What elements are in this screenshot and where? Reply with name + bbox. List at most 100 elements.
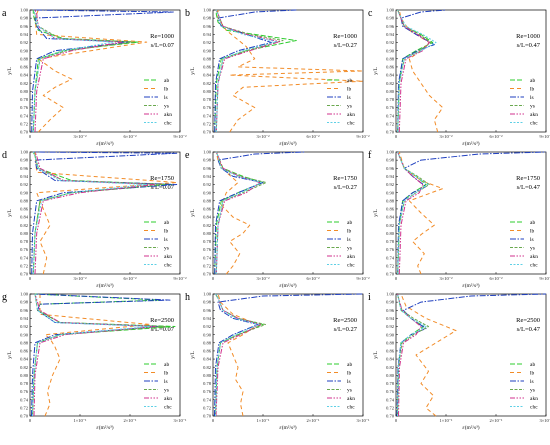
panel-d-y-tick-label: 0.88	[20, 198, 29, 203]
panel-a-y-tick-label: 0.80	[20, 89, 29, 94]
panel-f-series-akn	[397, 151, 424, 275]
panel-e-y-tick-label: 0.98	[203, 158, 212, 163]
panel-c-reynolds-label: Re=1000	[516, 33, 540, 40]
panel-f-y-tick-label: 0.74	[386, 255, 395, 260]
panel-i-y-tick-label: 0.84	[386, 357, 395, 362]
panel-d-series-ys	[32, 151, 164, 275]
panel-e-legend-label-ys: ys	[347, 246, 352, 252]
panel-b-legend-label-ys: ys	[347, 104, 352, 110]
panel-f-x-tick-label: 6×10⁻²	[489, 276, 503, 281]
panel-h-position-label: s/L=0.27	[334, 326, 358, 333]
panel-a-series-lb	[34, 9, 148, 133]
panel-g-y-tick-label: 0.90	[20, 332, 29, 337]
panel-b-y-tick-label: 0.86	[203, 65, 212, 70]
panel-h-x-tick-label: 1×10⁻¹	[256, 418, 270, 423]
panel-c-y-axis-label: y/L	[373, 67, 379, 75]
panel-c-series-ab	[397, 9, 434, 133]
panel-g-x-tick-label: 2×10⁻¹	[123, 418, 137, 423]
panel-d-y-tick-label: 0.78	[20, 239, 29, 244]
panel-f-y-tick-label: 0.98	[386, 158, 395, 163]
panel-g-y-tick-label: 0.84	[20, 357, 29, 362]
panel-h-y-tick-label: 0.94	[203, 316, 212, 321]
panel-b-y-tick-label: 0.94	[203, 32, 212, 37]
panel-i-x-tick-label: 3×10⁻¹	[539, 418, 550, 423]
panel-b-y-tick-label: 0.78	[203, 97, 212, 102]
panel-d-x-tick-label: 6×10⁻²	[123, 276, 137, 281]
panel-i-x-tick-label: 1×10⁻¹	[439, 418, 453, 423]
panel-f-legend-label-akn: akn	[530, 254, 538, 260]
panel-e-plot-frame	[212, 151, 364, 275]
panel-f-y-tick-label: 0.76	[386, 247, 395, 252]
panel-h-x-axis-label: ε(m²/s³)	[279, 424, 296, 431]
panel-c-y-tick-label: 0.88	[386, 56, 395, 61]
panel-i-legend-label-ls: ls	[530, 379, 534, 385]
panel-b-series-ys	[215, 9, 284, 133]
panel-c-y-tick-label: 0.84	[386, 73, 395, 78]
panel-i-y-tick-label: 0.98	[386, 300, 395, 305]
panel-c-x-tick-label: 6×10⁻²	[489, 134, 503, 139]
panel-i-y-tick-label: 0.80	[386, 373, 395, 378]
panel-b-x-tick-label: 0	[212, 134, 215, 139]
panel-e-series-ys	[215, 151, 267, 275]
panel-h-legend-label-ys: ys	[347, 388, 352, 394]
panel-f-label: f	[368, 150, 372, 161]
panel-e-x-tick-label: 9×10⁻²	[356, 276, 370, 281]
panel-f-legend-label-lb: lb	[530, 229, 535, 235]
panel-a-y-tick-label: 0.76	[20, 105, 29, 110]
panel-e-x-tick-label: 3×10⁻²	[256, 276, 270, 281]
panel-e-y-tick-label: 0.84	[203, 215, 212, 220]
panel-h-y-tick-label: 0.90	[203, 332, 212, 337]
panel-e-x-tick-label: 6×10⁻²	[306, 276, 320, 281]
panel-e-legend-label-akn: akn	[347, 254, 355, 260]
panel-c-y-tick-label: 1.00	[386, 8, 395, 13]
panel-h-series-ys	[215, 293, 266, 417]
panel-c-y-tick-label: 0.74	[386, 113, 395, 118]
panel-i-x-axis-label: ε(m²/s³)	[462, 424, 479, 431]
panel-c-series-ls	[397, 9, 447, 133]
panel-a-y-tick-label: 0.96	[20, 24, 29, 29]
panel-i-y-tick-label: 0.76	[386, 389, 395, 394]
panel-f-x-axis-label: ε(m²/s³)	[462, 282, 479, 289]
panel-i-series-lb	[400, 293, 457, 417]
panel-a-y-tick-label: 0.92	[20, 40, 28, 45]
panel-h-y-tick-label: 0.72	[203, 405, 211, 410]
panel-d-y-tick-label: 0.74	[20, 255, 29, 260]
panel-e-series-lb	[215, 151, 251, 275]
panel-e-y-tick-label: 0.94	[203, 174, 212, 179]
panel-a-x-tick-label: 9×10⁻²	[173, 134, 187, 139]
panel-h-y-tick-label: 1.00	[203, 292, 212, 297]
panel-h-legend-label-ls: ls	[347, 379, 351, 385]
panel-c-series-ys	[397, 9, 432, 133]
panel-a-y-tick-label: 0.72	[20, 121, 28, 126]
panel-a-x-tick-label: 0	[29, 134, 32, 139]
panel-g-legend-label-ab: ab	[164, 362, 169, 368]
panel-h-plot-frame	[212, 293, 364, 417]
panel-f-y-tick-label: 0.82	[386, 223, 394, 228]
panel-f-y-tick-label: 0.80	[386, 231, 395, 236]
panel-f-y-tick-label: 0.90	[386, 190, 395, 195]
panel-f-legend-label-ys: ys	[530, 246, 535, 252]
panel-e-y-tick-label: 0.78	[203, 239, 212, 244]
panel-e-y-tick-label: 0.92	[203, 182, 211, 187]
panel-g-position-label: s/L=0.07	[151, 326, 175, 333]
panel-c-plot-frame	[395, 9, 547, 133]
panel-d-legend-label-lb: lb	[164, 229, 169, 235]
panel-d-y-tick-label: 0.72	[20, 263, 28, 268]
panel-a-y-tick-label: 0.86	[20, 65, 29, 70]
panel-b-y-tick-label: 0.74	[203, 113, 212, 118]
panel-e-y-tick-label: 0.74	[203, 255, 212, 260]
panel-b-legend-label-ab: ab	[347, 78, 352, 84]
panel-f-plot-frame	[395, 151, 547, 275]
panel-b-y-tick-label: 0.84	[203, 73, 212, 78]
panel-i-y-tick-label: 0.90	[386, 332, 395, 337]
panel-f-x-tick-label: 9×10⁻²	[539, 276, 550, 281]
panel-c-series-akn	[397, 9, 430, 133]
panel-i-series-akn	[397, 293, 422, 417]
panel-g-reynolds-label: Re=2500	[150, 317, 174, 324]
panel-g-legend-label-ls: ls	[164, 379, 168, 385]
panel-d-x-tick-label: 0	[29, 276, 32, 281]
panel-d-y-tick-label: 0.92	[20, 182, 28, 187]
panel-i-label: i	[368, 292, 371, 303]
panel-h-legend-label-lb: lb	[347, 371, 352, 377]
panel-a-y-tick-label: 1.00	[20, 8, 29, 13]
